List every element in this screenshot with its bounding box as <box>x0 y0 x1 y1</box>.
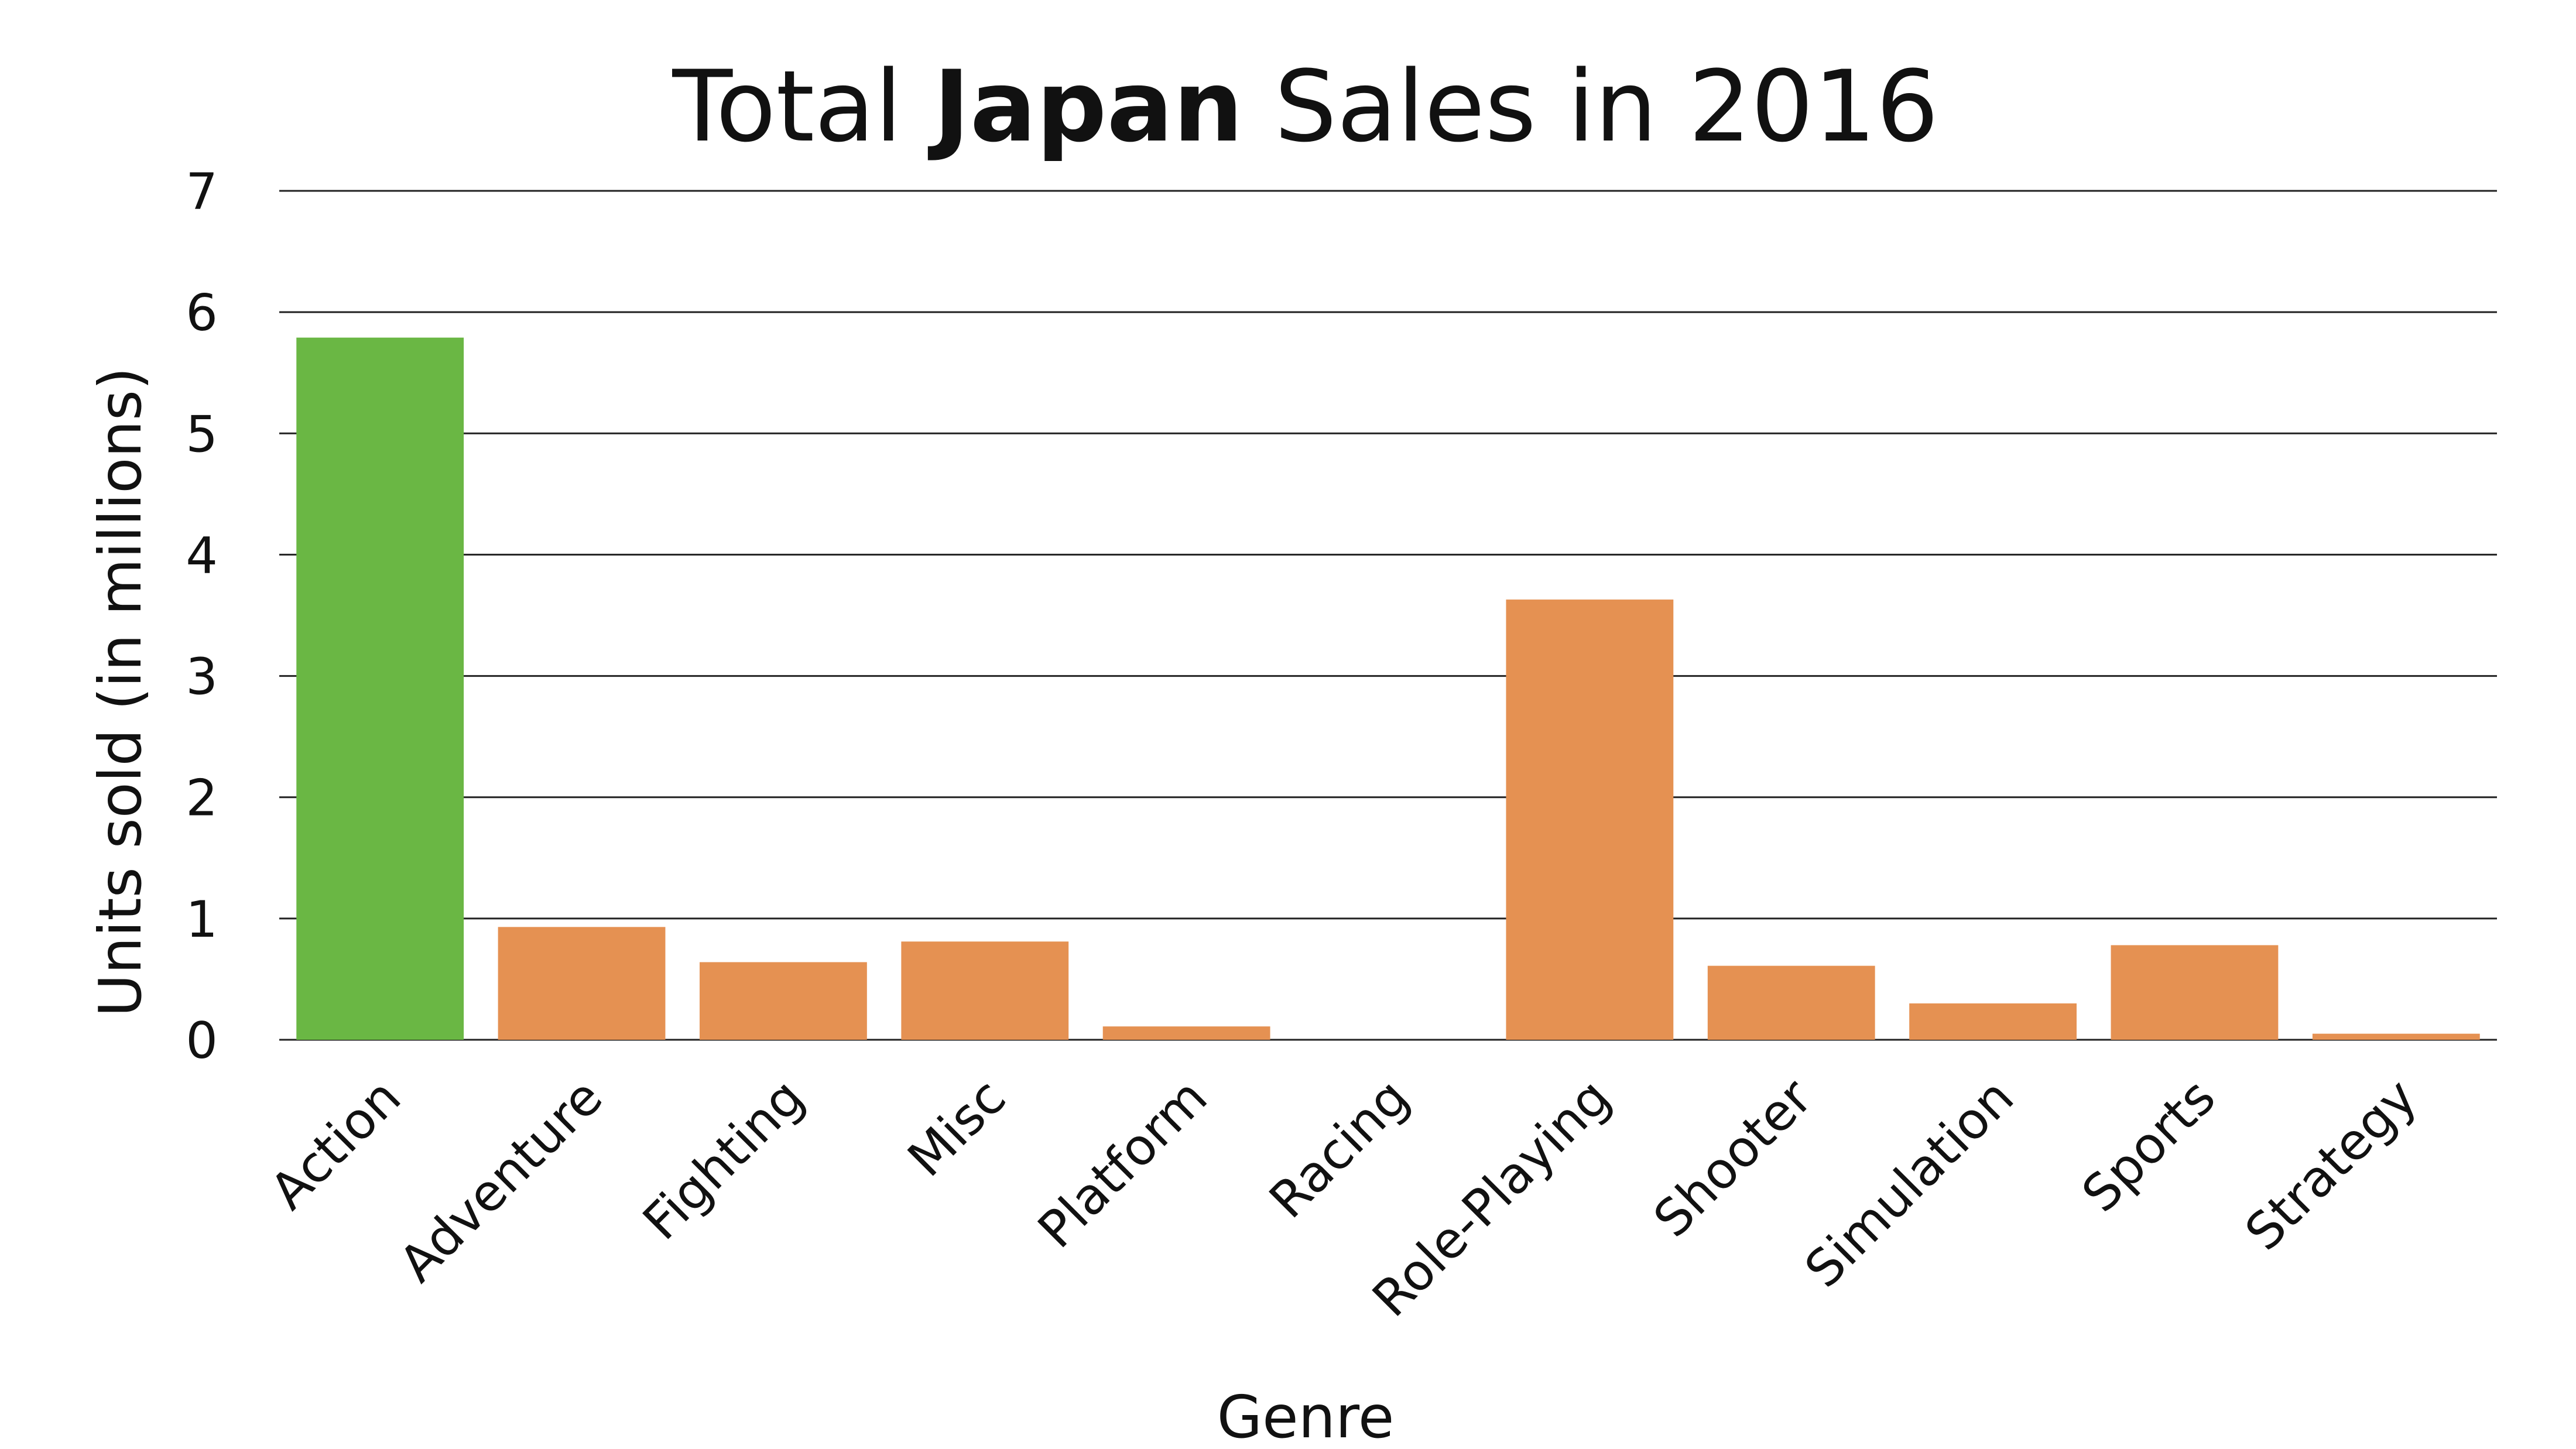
bar-role-playing <box>1506 600 1674 1040</box>
bar-simulation <box>1909 1003 2077 1040</box>
bar-misc <box>901 941 1069 1040</box>
x-category-label: Action <box>259 1068 412 1221</box>
x-category-label: Adventure <box>388 1068 614 1293</box>
bar-platform <box>1102 1026 1270 1040</box>
x-category-label: Platform <box>1027 1068 1218 1259</box>
bar-strategy <box>2312 1033 2480 1040</box>
y-tick-label: 6 <box>186 284 218 342</box>
bar-adventure <box>498 927 666 1040</box>
gridlines <box>279 190 2497 1041</box>
y-tick-label: 1 <box>186 890 218 949</box>
chart-title: Total Japan Sales in 2016 <box>672 49 1939 164</box>
bar-shooter <box>1707 965 1875 1040</box>
x-axis-label: Genre <box>1217 1383 1395 1449</box>
bar-fighting <box>699 962 867 1040</box>
x-category-label: Sports <box>2071 1068 2227 1224</box>
x-category-label: Strategy <box>2234 1068 2428 1262</box>
y-tick-label: 4 <box>186 526 218 585</box>
chart-title-prefix: Total <box>672 49 934 164</box>
chart-title-suffix: Sales in 2016 <box>1243 49 1938 164</box>
x-category-label: Misc <box>897 1068 1017 1188</box>
y-tick-labels: 0 1 2 3 4 5 6 7 <box>186 163 218 1070</box>
x-category-label: Racing <box>1258 1068 1420 1229</box>
y-tick-label: 7 <box>186 163 218 221</box>
y-tick-label: 0 <box>186 1012 218 1070</box>
y-axis-label: Units sold (in millions) <box>86 367 155 1017</box>
x-category-label: Shooter <box>1643 1068 1824 1249</box>
bar-sports <box>2111 945 2279 1040</box>
x-category-label: Fighting <box>632 1068 816 1251</box>
bar-action <box>296 337 464 1040</box>
y-tick-label: 2 <box>186 769 218 828</box>
bars <box>296 337 2480 1040</box>
y-tick-label: 5 <box>186 405 218 464</box>
x-category-label: Simulation <box>1794 1068 2025 1299</box>
y-tick-label: 3 <box>186 648 218 707</box>
chart-title-bold: Japan <box>927 49 1243 164</box>
